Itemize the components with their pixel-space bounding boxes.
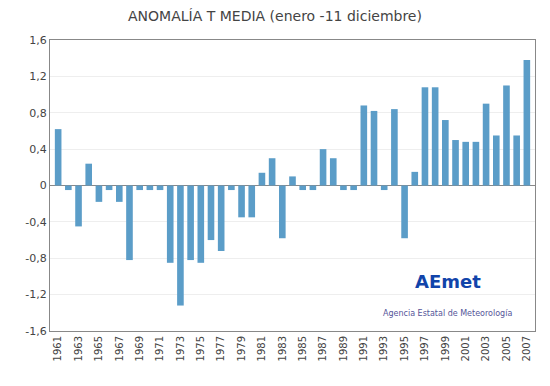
svg-text:2005: 2005 <box>501 336 512 361</box>
svg-text:1,2: 1,2 <box>29 70 47 83</box>
svg-text:-0,4: -0,4 <box>25 216 46 229</box>
svg-text:1981: 1981 <box>256 336 267 361</box>
svg-text:1971: 1971 <box>154 336 165 361</box>
svg-text:1961: 1961 <box>52 336 63 361</box>
svg-text:1991: 1991 <box>358 336 369 361</box>
svg-text:-1,2: -1,2 <box>25 288 46 301</box>
svg-text:1997: 1997 <box>419 336 430 361</box>
svg-text:Agencia Estatal de Meteorologí: Agencia Estatal de Meteorología <box>383 309 512 318</box>
svg-text:1983: 1983 <box>277 336 288 361</box>
svg-text:1979: 1979 <box>236 336 247 361</box>
svg-text:1999: 1999 <box>440 336 451 361</box>
svg-text:ANOMALÍA T MEDIA (enero -11 di: ANOMALÍA T MEDIA (enero -11 diciembre) <box>128 8 422 24</box>
svg-text:1969: 1969 <box>134 336 145 361</box>
svg-text:1985: 1985 <box>297 336 308 361</box>
svg-text:0,8: 0,8 <box>29 107 47 120</box>
svg-text:1975: 1975 <box>195 336 206 361</box>
svg-text:0,4: 0,4 <box>29 143 47 156</box>
svg-text:2007: 2007 <box>521 336 532 361</box>
svg-text:1995: 1995 <box>399 336 410 361</box>
svg-text:1993: 1993 <box>378 336 389 361</box>
svg-text:1963: 1963 <box>73 336 84 361</box>
svg-text:2003: 2003 <box>480 336 491 361</box>
svg-text:1973: 1973 <box>175 336 186 361</box>
svg-text:1987: 1987 <box>317 336 328 361</box>
svg-text:-0,8: -0,8 <box>25 252 46 265</box>
svg-text:1967: 1967 <box>114 336 125 361</box>
svg-text:0: 0 <box>40 179 47 192</box>
svg-text:1989: 1989 <box>338 336 349 361</box>
svg-text:1965: 1965 <box>93 336 104 361</box>
svg-text:2001: 2001 <box>460 336 471 361</box>
svg-text:AEmet: AEmet <box>415 271 481 292</box>
svg-text:-1,6: -1,6 <box>25 325 46 338</box>
svg-text:1977: 1977 <box>215 336 226 361</box>
svg-text:1,6: 1,6 <box>29 34 47 47</box>
